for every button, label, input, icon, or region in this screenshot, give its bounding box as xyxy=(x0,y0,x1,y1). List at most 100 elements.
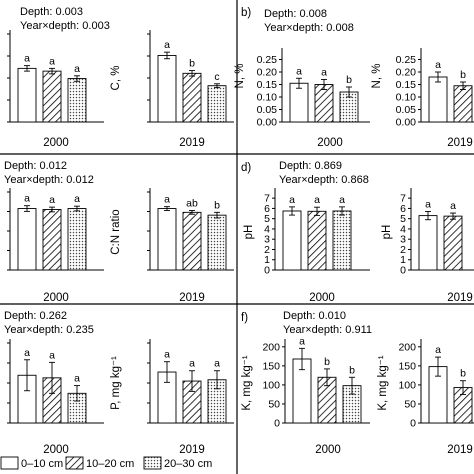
significance-letter: a xyxy=(321,67,327,79)
bar-a-2019-3 xyxy=(207,85,227,123)
y-tick-label: 0.25 xyxy=(257,54,278,66)
significance-letter: a xyxy=(289,194,295,206)
y-axis-label: C, % xyxy=(110,66,122,91)
bar-d-2000-1 xyxy=(282,210,302,271)
bar-d-2000-2 xyxy=(307,210,327,271)
y-tick-label: 0.00 xyxy=(257,117,278,129)
y-tick-label: 5 xyxy=(264,213,270,225)
y-axis-label: K, mg kg⁻¹ xyxy=(241,355,253,410)
significance-letter: a xyxy=(74,373,80,385)
significance-letter: a xyxy=(24,193,30,205)
stats-line: Depth: 0.010 xyxy=(283,310,346,322)
significance-letter: a xyxy=(299,335,305,347)
legend-swatch-20-30 xyxy=(143,456,162,470)
stats-line: Year×depth: 0.235 xyxy=(4,324,94,336)
significance-letter: a xyxy=(49,55,55,67)
y-tick-label: 0.25 xyxy=(396,54,417,66)
y-axis-label: pH xyxy=(243,225,255,240)
significance-letter: a xyxy=(214,358,220,370)
panel-f-2000: 0 50 100 150 200 a b b 2000 K, mg kg⁻¹ Depth: 0.01… xyxy=(241,310,372,456)
significance-letter: a xyxy=(74,63,80,75)
bar-c-2019-2 xyxy=(182,211,202,271)
x-axis-label: 2000 xyxy=(43,444,69,456)
stats-line: Year×depth: 0.003 xyxy=(20,20,110,32)
stats-line: Year×depth: 0.911 xyxy=(283,324,372,336)
x-axis-label: 2019 xyxy=(179,444,205,456)
bar-c-2019-3 xyxy=(207,214,227,271)
legend: 0–10 cm 10–20 cm 20–30 cm xyxy=(0,456,212,470)
panel-label-f: f) xyxy=(241,312,248,324)
x-axis-label: 2019 xyxy=(447,137,473,149)
y-tick-label: 6 xyxy=(264,203,270,215)
panel-c-2019: a ab b 2019 C:N ratio xyxy=(110,188,234,304)
bar-b-2019-1 xyxy=(428,76,448,123)
y-tick-label: 0 xyxy=(400,265,406,277)
y-tick-label: 2 xyxy=(400,244,406,256)
panel-a-2019: a b c 2019 C, % xyxy=(110,30,234,149)
y-tick-label: 50 xyxy=(404,398,416,410)
panel-b-2019: 0.000.050.100.150.200.25 a b 2019 N, % xyxy=(371,48,474,149)
y-tick-label: 0.15 xyxy=(257,79,278,91)
y-tick-label: 0.00 xyxy=(396,117,417,129)
y-axis-label: K, mg kg⁻¹ xyxy=(377,355,389,410)
stats-line: Year×depth: 0.868 xyxy=(279,174,369,186)
panel-e-2000: a a a 2000 Depth: 0.262 Year×depth: 0.235 xyxy=(4,310,104,456)
significance-letter: a xyxy=(164,349,170,361)
y-tick-label: 100 xyxy=(262,379,280,391)
significance-letter: a xyxy=(74,193,80,205)
legend-label-20-30: 20–30 cm xyxy=(164,458,212,470)
x-axis-label: 2019 xyxy=(447,444,473,456)
y-tick-label: 0 xyxy=(264,265,270,277)
significance-letter: a xyxy=(164,194,170,206)
significance-letter: a xyxy=(164,39,170,51)
bar-c-2000-3 xyxy=(67,208,87,271)
significance-letter: c xyxy=(214,71,219,83)
y-tick-label: 0.10 xyxy=(396,92,417,104)
stats-line: Depth: 0.869 xyxy=(279,160,342,172)
y-tick-label: 3 xyxy=(400,234,406,246)
legend-label-10-20: 10–20 cm xyxy=(86,458,134,470)
y-tick-label: 0.05 xyxy=(257,104,278,116)
significance-letter: b xyxy=(324,356,330,368)
significance-letter: b xyxy=(460,69,466,81)
panel-label-b: b) xyxy=(241,7,251,19)
y-axis-label: N, % xyxy=(234,64,246,89)
significance-letter: a xyxy=(314,194,320,206)
y-tick-label: 5 xyxy=(400,213,406,225)
stats-line: Year×depth: 0.012 xyxy=(4,174,94,186)
x-axis-label: 2000 xyxy=(317,137,343,149)
bar-a-2019-1 xyxy=(157,55,177,123)
y-axis-label: P, mg kg⁻¹ xyxy=(110,356,122,410)
y-tick-label: 150 xyxy=(262,360,280,372)
significance-letter: a xyxy=(339,194,345,206)
significance-letter: b xyxy=(189,58,195,70)
panel-c-2000: a a a 2000 Depth: 0.012 Year×depth: 0.012 xyxy=(4,160,104,304)
panel-e-2019: a a a 2019 P, mg kg⁻¹ xyxy=(110,339,234,456)
significance-letter: a xyxy=(435,344,441,356)
bar-b-2000-1 xyxy=(289,82,309,123)
y-tick-label: 50 xyxy=(268,398,280,410)
legend-label-0-10: 0–10 cm xyxy=(21,458,63,470)
bar-d-2019-2 xyxy=(443,215,463,271)
x-axis-label: 2000 xyxy=(43,292,69,304)
y-tick-label: 0 xyxy=(274,418,280,430)
y-tick-label: 0.10 xyxy=(257,92,278,104)
y-tick-label: 2 xyxy=(264,244,270,256)
y-tick-label: 150 xyxy=(398,360,416,372)
bar-a-2000-1 xyxy=(17,67,37,123)
panel-b-2000: 0.000.050.100.150.200.25 a a b 2000 N, % Depth… xyxy=(234,8,370,149)
bar-a-2019-2 xyxy=(182,72,202,123)
bar-a-2000-2 xyxy=(42,70,62,123)
stats-line: Depth: 0.012 xyxy=(4,160,67,172)
significance-letter: a xyxy=(24,53,30,65)
significance-letter: b xyxy=(346,74,352,86)
significance-letter: a xyxy=(450,200,456,212)
y-tick-label: 6 xyxy=(400,203,406,215)
significance-letter: a xyxy=(49,194,55,206)
y-tick-label: 4 xyxy=(400,223,406,235)
significance-letter: b xyxy=(460,368,466,380)
bar-d-2000-3 xyxy=(332,210,352,271)
